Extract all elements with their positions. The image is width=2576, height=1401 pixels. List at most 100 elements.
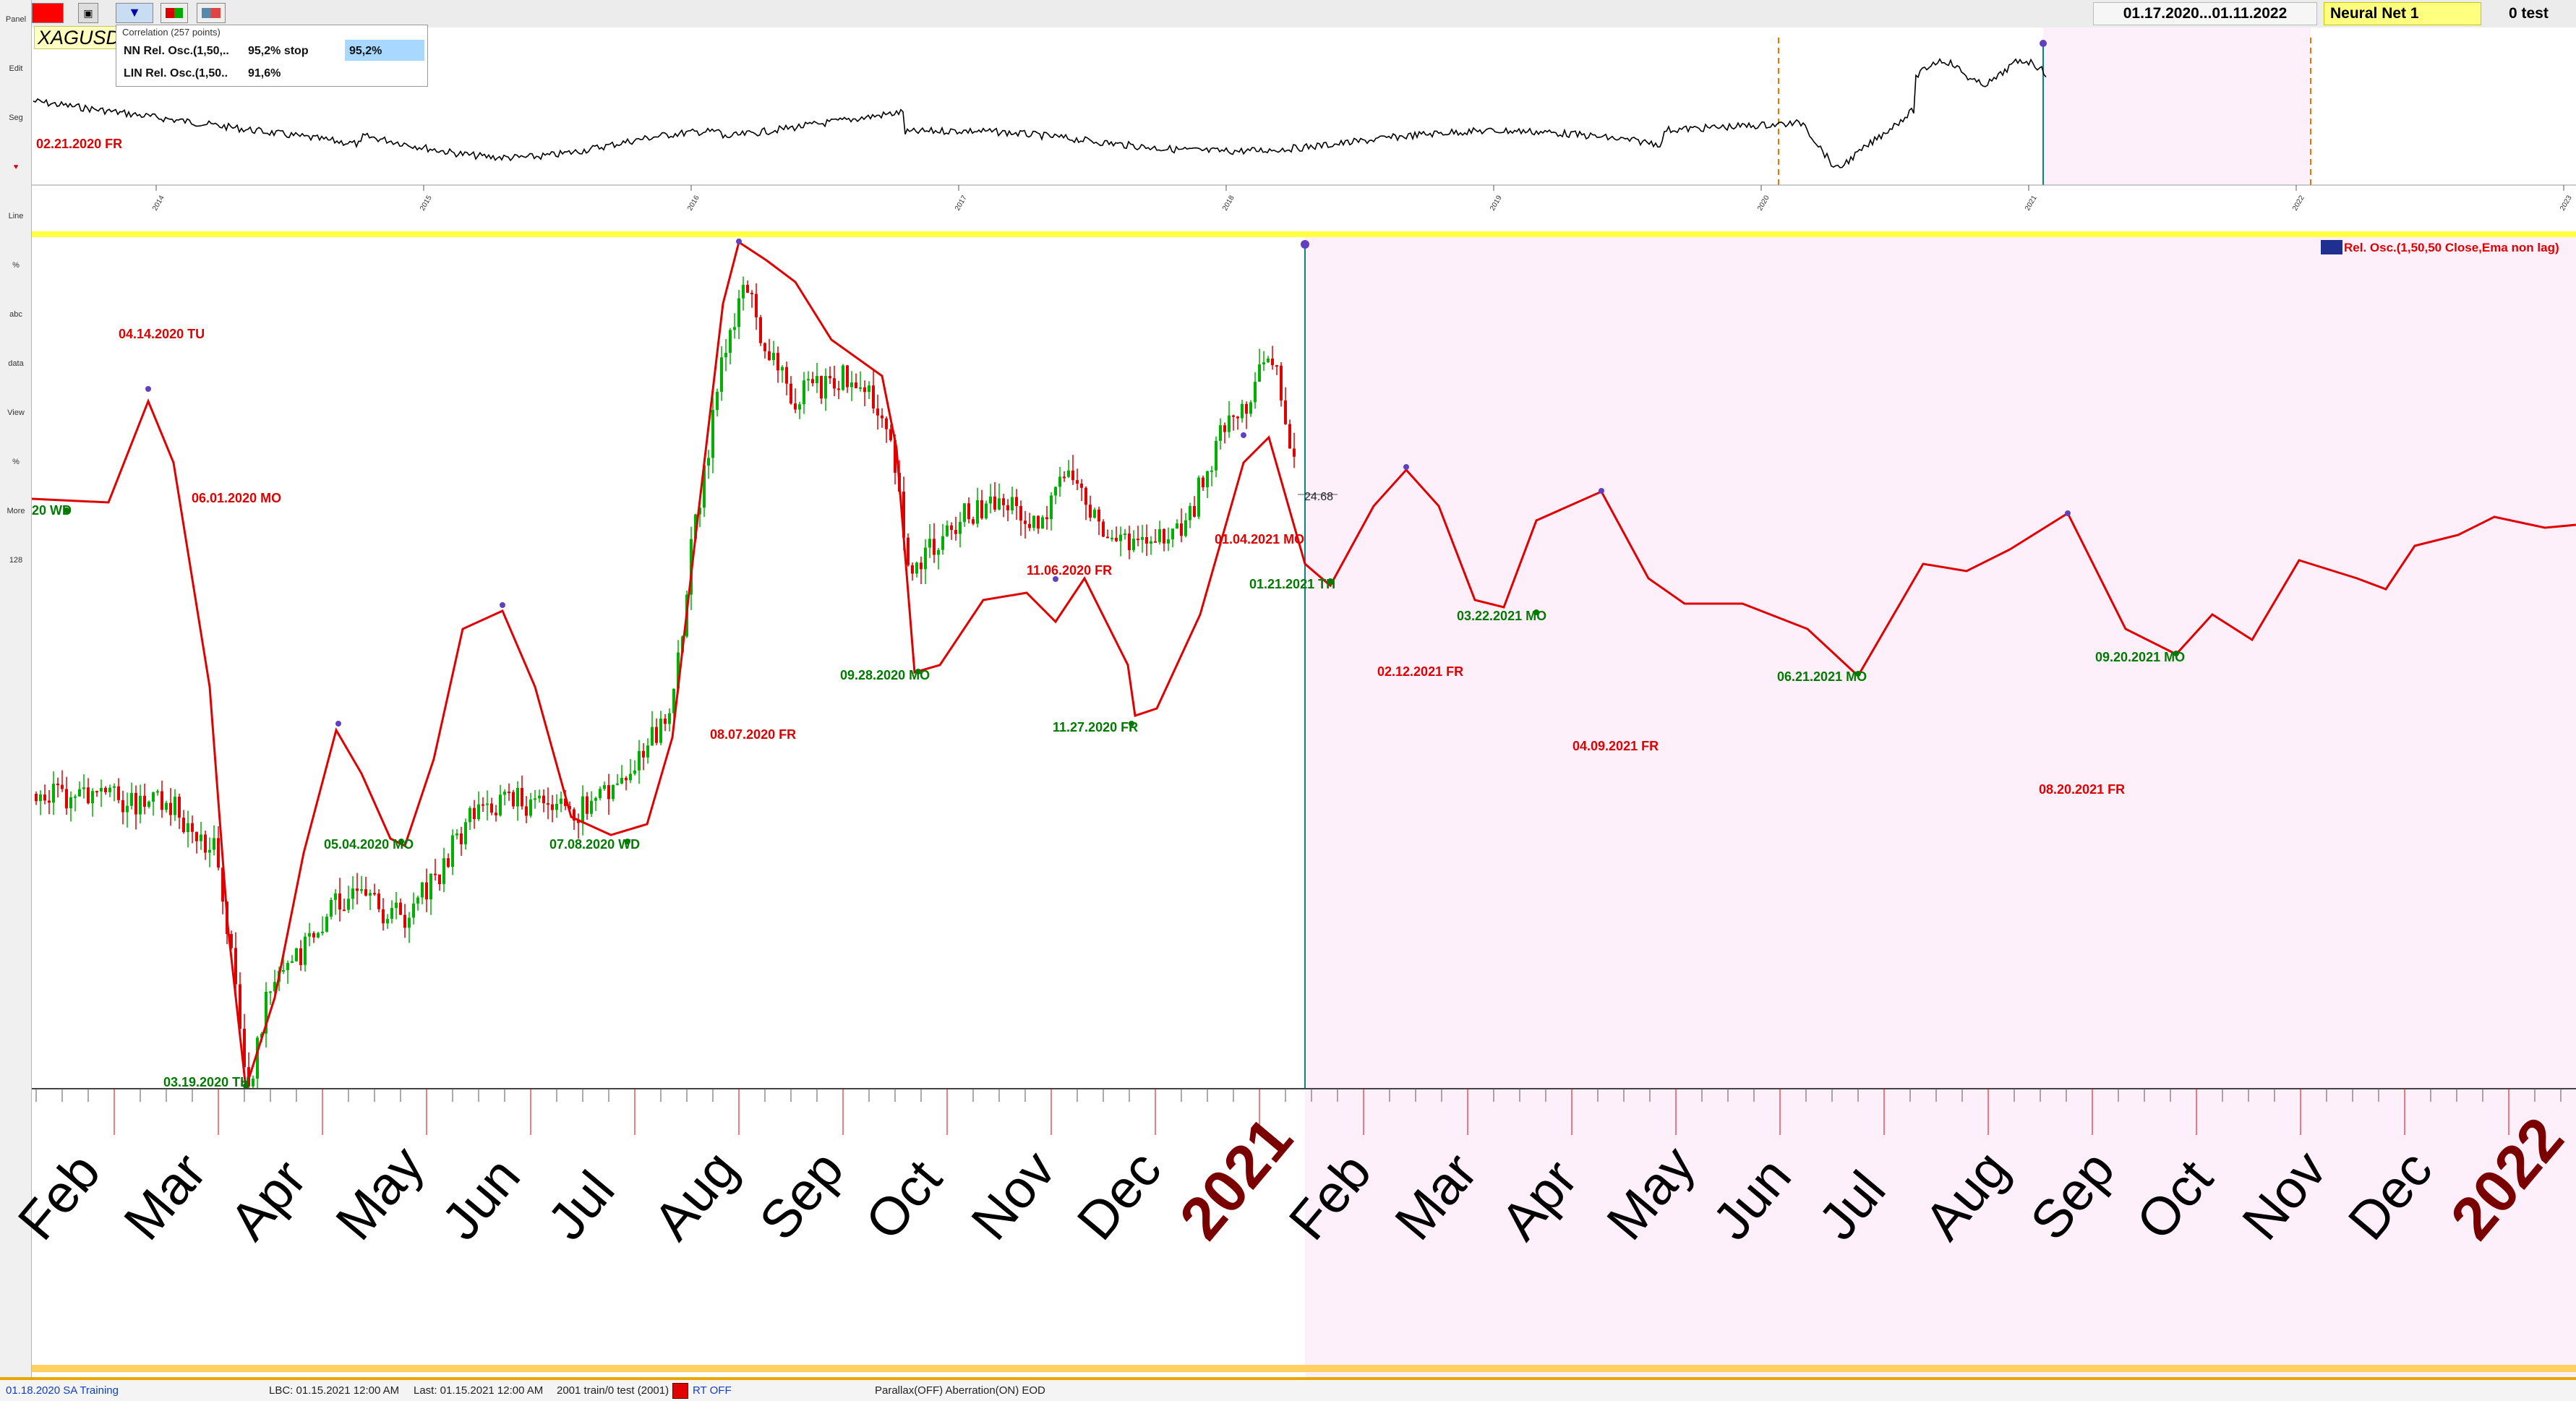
candle-body xyxy=(156,791,159,793)
left-tool-button[interactable]: More xyxy=(7,507,25,515)
trough-marker xyxy=(1129,721,1134,727)
correlation-panel: Correlation (257 points) NN Rel. Osc.(1,… xyxy=(116,25,428,87)
trough-label: 11.27.2020 FR xyxy=(1053,720,1138,734)
date-range-field[interactable]: 01.17.2020...01.11.2022 xyxy=(2093,2,2317,25)
candle-body xyxy=(1028,523,1031,528)
left-tool-button[interactable]: View xyxy=(7,408,25,417)
candle-body xyxy=(742,285,745,299)
candle-body xyxy=(139,795,142,815)
candle-body xyxy=(664,719,667,724)
candle-body xyxy=(946,525,949,536)
candle-body xyxy=(321,931,324,933)
candle-body xyxy=(386,919,389,924)
candle-body xyxy=(586,796,589,814)
candle-body xyxy=(881,415,883,419)
candle-body xyxy=(1167,539,1170,544)
correlation-row-nn[interactable]: NN Rel. Osc.(1,50,.. 95,2% stop 95,2% xyxy=(116,40,427,62)
rt-indicator-icon[interactable] xyxy=(672,1383,688,1399)
correlation-row-lin[interactable]: LIN Rel. Osc.(1,50.. 91,6% xyxy=(116,62,427,85)
model-selector[interactable]: Neural Net 1 xyxy=(2324,2,2481,25)
left-tool-button[interactable]: Line xyxy=(8,212,24,220)
color-button[interactable] xyxy=(32,3,64,23)
candle-body xyxy=(256,1037,259,1079)
last-status: Last: 01.15.2021 12:00 AM xyxy=(414,1384,544,1397)
test-count-label: 0 test xyxy=(2509,5,2549,22)
candle-body xyxy=(286,963,289,970)
candle-body xyxy=(551,804,554,810)
candle-body xyxy=(915,562,918,574)
candle-body xyxy=(1019,506,1022,521)
panel-icon[interactable] xyxy=(161,3,188,23)
trough-marker xyxy=(64,507,69,513)
candle-body xyxy=(729,330,732,354)
candle-body xyxy=(508,792,510,794)
candle-body xyxy=(1158,529,1161,542)
candle-body xyxy=(1241,403,1244,419)
left-tool-button[interactable]: 128 xyxy=(9,556,23,565)
correlation-title: Correlation (257 points) xyxy=(122,27,221,38)
rt-status: RT OFF xyxy=(693,1384,732,1397)
candle-body xyxy=(291,961,294,963)
candle-body xyxy=(308,933,311,937)
left-tool-button[interactable]: ♥ xyxy=(13,163,19,171)
candle-body xyxy=(963,503,966,522)
filter-button[interactable]: ▼ xyxy=(116,3,153,23)
candle-body xyxy=(473,807,476,819)
candle-body xyxy=(768,351,771,361)
axis-background xyxy=(32,1089,1305,1378)
candle-body xyxy=(351,888,354,899)
left-tool-button[interactable]: data xyxy=(8,359,24,368)
candle-body xyxy=(763,343,766,351)
candle-body xyxy=(1041,517,1044,529)
candle-body xyxy=(100,787,103,792)
candle-body xyxy=(677,652,680,689)
candle-body xyxy=(1262,362,1265,365)
peak-label: 04.09.2021 FR xyxy=(1572,739,1659,753)
candle-body xyxy=(243,1029,246,1068)
candle-body xyxy=(403,914,406,928)
candle-body xyxy=(377,894,380,909)
candle-body xyxy=(633,770,636,774)
left-tool-button[interactable]: Edit xyxy=(9,64,23,73)
candle-body xyxy=(208,849,211,853)
candle-body xyxy=(1084,487,1087,505)
candle-body xyxy=(868,385,870,393)
left-tool-button[interactable]: abc xyxy=(9,310,22,319)
candle-body xyxy=(1115,537,1118,541)
current-date-dot xyxy=(1301,240,1309,249)
candle-body xyxy=(976,500,979,524)
peak-label: 02.21.2020 FR xyxy=(36,137,122,151)
candle-body xyxy=(534,798,536,800)
trough-marker xyxy=(398,839,404,844)
layout-icon[interactable] xyxy=(197,3,226,23)
candle-body xyxy=(174,797,176,815)
candle-body xyxy=(746,285,749,294)
candle-body xyxy=(907,537,910,565)
left-tool-button[interactable]: % xyxy=(12,458,20,466)
left-tool-button[interactable]: Seg xyxy=(9,113,23,122)
left-tool-button[interactable]: % xyxy=(12,261,20,270)
candle-body xyxy=(421,882,424,898)
candle-body xyxy=(781,367,784,371)
left-tool-button[interactable]: Panel xyxy=(5,15,27,24)
candle-body xyxy=(121,800,124,813)
candle-body xyxy=(347,899,350,910)
current-date-dot xyxy=(2040,40,2047,47)
trough-marker xyxy=(1327,578,1333,584)
candle-body xyxy=(512,792,515,807)
candle-body xyxy=(616,783,619,785)
candle-body xyxy=(1171,528,1174,539)
save-icon[interactable]: ▣ xyxy=(78,3,98,23)
candle-body xyxy=(1071,470,1074,481)
candle-body xyxy=(61,784,64,789)
candle-body xyxy=(1193,506,1196,517)
candle-body xyxy=(325,917,328,932)
candle-body xyxy=(1249,402,1252,414)
peak-label: 11.06.2020 FR xyxy=(1027,563,1112,578)
candle-body xyxy=(252,1078,254,1087)
candle-body xyxy=(1180,523,1183,536)
candle-body xyxy=(390,908,393,920)
candle-body xyxy=(338,894,341,910)
status-bar: 01.18.2020 SA Training LBC: 01.15.2021 1… xyxy=(0,1377,2576,1401)
